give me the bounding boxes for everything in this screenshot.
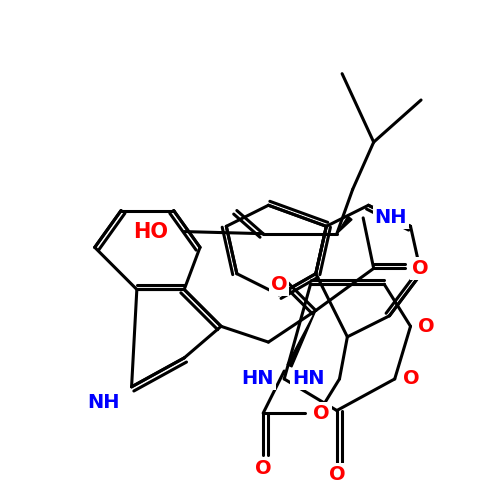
Text: HO: HO — [134, 222, 168, 242]
Polygon shape — [337, 216, 352, 234]
Text: O: O — [402, 370, 419, 388]
Text: O: O — [418, 317, 435, 336]
Text: O: O — [412, 259, 428, 278]
Text: NH: NH — [88, 393, 120, 412]
Text: O: O — [270, 274, 287, 293]
Text: O: O — [255, 459, 272, 478]
Text: O: O — [313, 404, 330, 422]
Polygon shape — [287, 310, 316, 367]
Text: HN: HN — [292, 370, 324, 388]
Text: O: O — [328, 465, 345, 484]
Text: HN: HN — [241, 370, 274, 388]
Text: NH: NH — [374, 208, 407, 228]
